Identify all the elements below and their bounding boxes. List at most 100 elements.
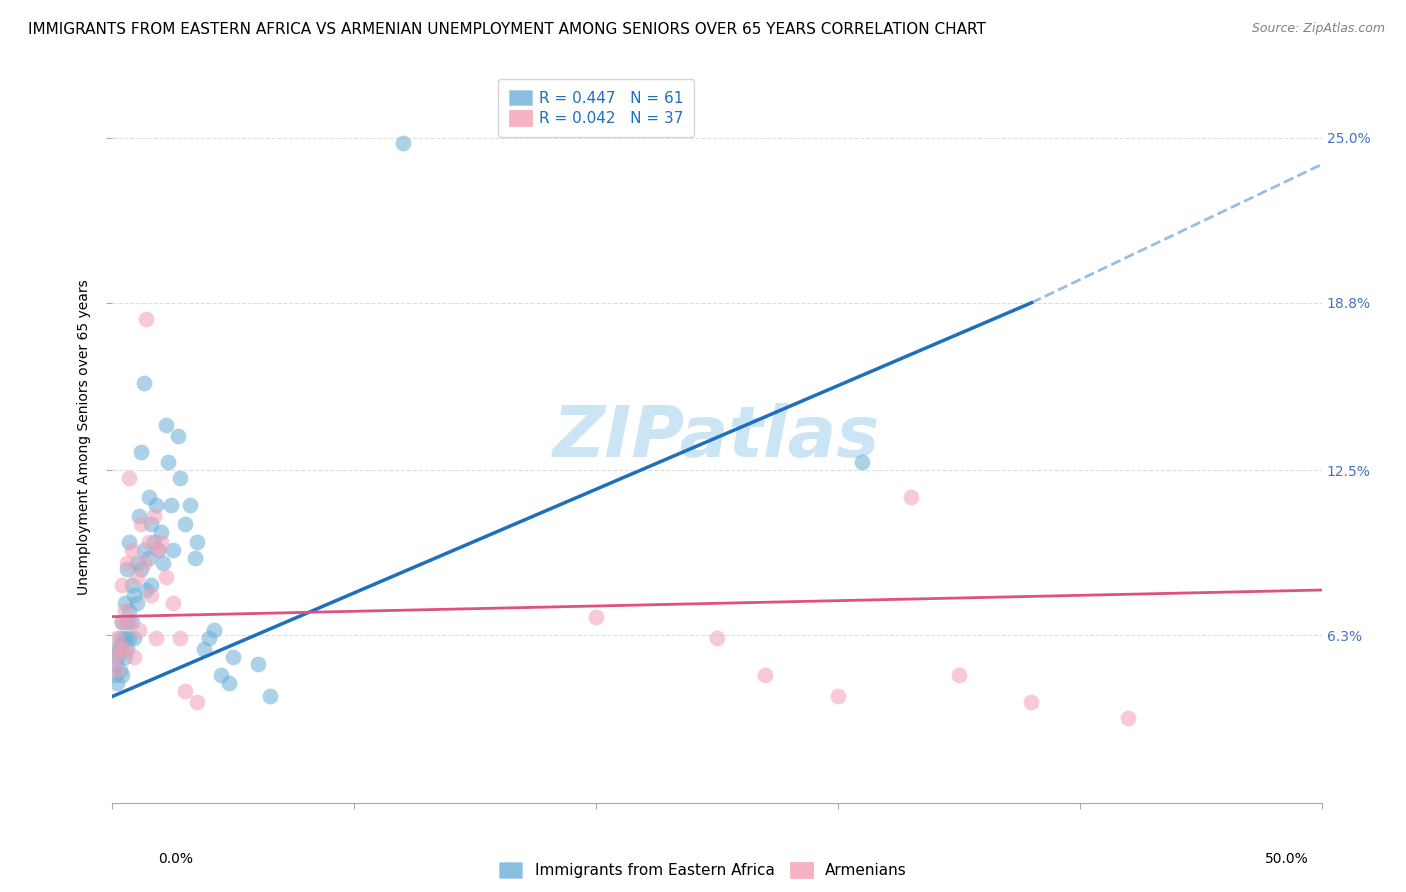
Point bbox=[162, 543, 184, 558]
Text: ZIPatlas: ZIPatlas bbox=[554, 402, 880, 472]
Point bbox=[183, 551, 205, 566]
Point bbox=[948, 668, 970, 682]
Point bbox=[111, 615, 134, 629]
Point bbox=[108, 663, 131, 677]
Point bbox=[111, 668, 134, 682]
Point bbox=[128, 623, 150, 637]
Point bbox=[1116, 711, 1139, 725]
Point bbox=[148, 543, 170, 558]
Point bbox=[159, 498, 181, 512]
Point bbox=[105, 631, 128, 645]
Point bbox=[145, 498, 167, 512]
Point bbox=[138, 551, 160, 566]
Point bbox=[138, 490, 160, 504]
Point bbox=[142, 535, 165, 549]
Point bbox=[186, 695, 208, 709]
Point bbox=[111, 615, 134, 629]
Point bbox=[1021, 695, 1043, 709]
Point bbox=[115, 562, 138, 576]
Point bbox=[108, 641, 131, 656]
Point bbox=[174, 516, 197, 531]
Legend: R = 0.447   N = 61, R = 0.042   N = 37: R = 0.447 N = 61, R = 0.042 N = 37 bbox=[498, 79, 695, 137]
Point bbox=[851, 455, 873, 469]
Point bbox=[198, 631, 221, 645]
Point bbox=[114, 631, 136, 645]
Point bbox=[155, 418, 177, 433]
Point bbox=[148, 543, 170, 558]
Y-axis label: Unemployment Among Seniors over 65 years: Unemployment Among Seniors over 65 years bbox=[77, 279, 91, 595]
Point bbox=[162, 596, 184, 610]
Point bbox=[118, 604, 141, 618]
Point bbox=[131, 562, 153, 576]
Point bbox=[108, 641, 131, 656]
Text: 0.0%: 0.0% bbox=[159, 852, 193, 866]
Point bbox=[135, 311, 157, 326]
Point bbox=[135, 582, 157, 597]
Point bbox=[157, 455, 180, 469]
Point bbox=[174, 684, 197, 698]
Point bbox=[166, 429, 188, 443]
Point bbox=[145, 631, 167, 645]
Point bbox=[149, 524, 172, 539]
Point bbox=[114, 604, 136, 618]
Text: Source: ZipAtlas.com: Source: ZipAtlas.com bbox=[1251, 22, 1385, 36]
Point bbox=[121, 577, 143, 591]
Point bbox=[827, 690, 849, 704]
Point bbox=[246, 657, 269, 672]
Point bbox=[222, 649, 245, 664]
Point bbox=[169, 631, 191, 645]
Point bbox=[131, 516, 153, 531]
Point bbox=[125, 557, 148, 571]
Point bbox=[193, 641, 215, 656]
Point bbox=[141, 516, 163, 531]
Point bbox=[754, 668, 776, 682]
Point bbox=[141, 588, 163, 602]
Point bbox=[118, 535, 141, 549]
Point bbox=[121, 615, 143, 629]
Point bbox=[105, 641, 128, 656]
Point bbox=[125, 570, 148, 584]
Point bbox=[125, 596, 148, 610]
Point bbox=[114, 649, 136, 664]
Point bbox=[115, 615, 138, 629]
Text: IMMIGRANTS FROM EASTERN AFRICA VS ARMENIAN UNEMPLOYMENT AMONG SENIORS OVER 65 YE: IMMIGRANTS FROM EASTERN AFRICA VS ARMENI… bbox=[28, 22, 986, 37]
Point bbox=[900, 490, 922, 504]
Point bbox=[111, 577, 134, 591]
Point bbox=[105, 649, 128, 664]
Point bbox=[118, 615, 141, 629]
Point bbox=[121, 543, 143, 558]
Point bbox=[259, 690, 281, 704]
Point bbox=[111, 636, 134, 650]
Point bbox=[132, 376, 155, 390]
Point bbox=[115, 557, 138, 571]
Point bbox=[105, 663, 128, 677]
Point bbox=[218, 676, 240, 690]
Point bbox=[132, 543, 155, 558]
Point bbox=[115, 641, 138, 656]
Point bbox=[152, 557, 174, 571]
Point bbox=[202, 623, 225, 637]
Point bbox=[186, 535, 208, 549]
Point bbox=[104, 657, 127, 672]
Point bbox=[122, 631, 145, 645]
Point bbox=[132, 557, 155, 571]
Point bbox=[104, 649, 127, 664]
Point bbox=[142, 508, 165, 523]
Point bbox=[391, 136, 413, 151]
Point bbox=[118, 631, 141, 645]
Point bbox=[104, 668, 127, 682]
Point bbox=[706, 631, 728, 645]
Point bbox=[131, 444, 153, 458]
Point bbox=[114, 641, 136, 656]
Legend: Immigrants from Eastern Africa, Armenians: Immigrants from Eastern Africa, Armenian… bbox=[494, 856, 912, 884]
Point bbox=[141, 577, 163, 591]
Point bbox=[149, 535, 172, 549]
Text: 50.0%: 50.0% bbox=[1264, 852, 1309, 866]
Point bbox=[108, 631, 131, 645]
Point bbox=[169, 471, 191, 485]
Point bbox=[114, 596, 136, 610]
Point bbox=[128, 508, 150, 523]
Point bbox=[118, 471, 141, 485]
Point bbox=[179, 498, 201, 512]
Point bbox=[155, 570, 177, 584]
